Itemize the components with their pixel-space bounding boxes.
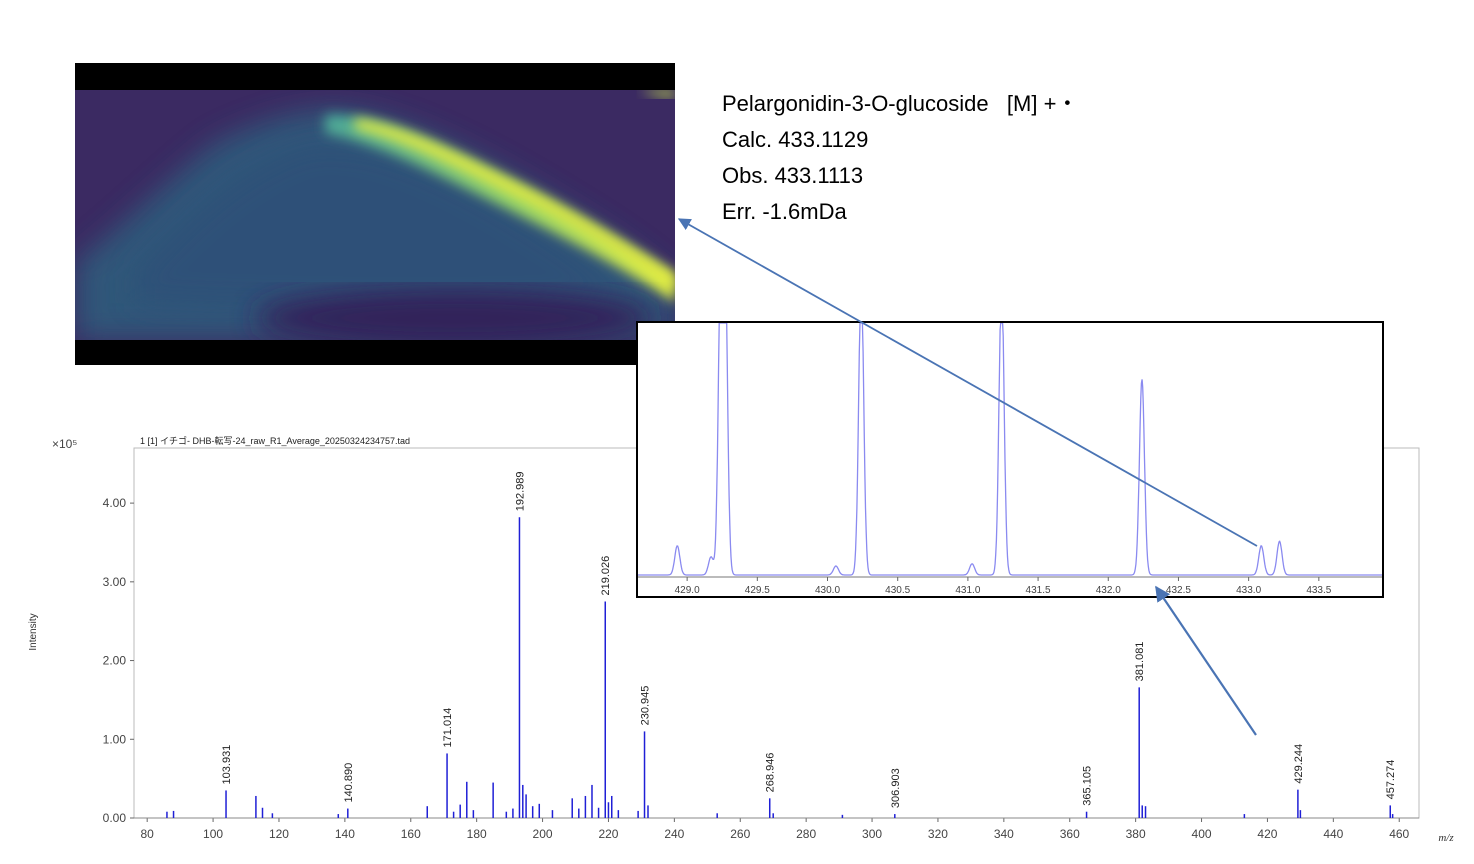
x-tick-label: 300 [862,827,882,841]
x-tick-label: 400 [1192,827,1212,841]
y-tick-label: 1.00 [103,732,127,746]
y-tick-label: 4.00 [103,496,127,510]
x-tick-label: 120 [269,827,289,841]
x-tick-label: 460 [1389,827,1409,841]
bottom-black-band [75,340,675,365]
x-tick-label: 140 [335,827,355,841]
inset-x-tick-label: 432.5 [1166,585,1191,596]
inset-x-tick-label: 430.5 [885,585,910,596]
zoom-inset-chart: 429.0 429.5 430.0 430.5 431.0 431.5 432.0 432.5… [638,322,1382,596]
x-tick-label: 380 [1126,827,1146,841]
x-tick-label: 160 [401,827,421,841]
zoom-inset: 429.0 429.5 430.0 430.5 431.0 431.5 432.0 432.5… [636,321,1384,598]
x-tick-label: 320 [928,827,948,841]
peak-label: 171.014 [442,708,454,748]
inset-x-tick-label: 430.0 [815,585,840,596]
inset-x-tick-label: 433.5 [1306,585,1331,596]
inset-x-tick-label: 433.0 [1236,585,1261,596]
top-black-band [75,63,675,90]
x-tick-label: 440 [1323,827,1343,841]
y-tick-label: 2.00 [103,654,127,668]
peak-label: 268.946 [765,753,777,793]
x-tick-label: 100 [203,827,223,841]
x-tick-label: 360 [1060,827,1080,841]
x-tick-label: 200 [533,827,553,841]
y-multiplier-label: ×10⁵ [52,437,77,451]
x-tick-label: 260 [730,827,750,841]
ms-imaging-heatmap [75,63,675,365]
observed-mass: Obs. 433.1113 [722,163,864,188]
x-tick-label: 340 [994,827,1014,841]
inset-x-tick-label: 431.0 [955,585,980,596]
y-tick-label: 3.00 [103,575,127,589]
y-tick-label: 0.00 [103,811,127,825]
y-axis-label: Intensity [28,613,39,650]
chart-title: 1 [1] イチゴ- DHB-転写-24_raw_R1_Average_2025… [140,435,410,446]
mass-error: Err. -1.6mDa [722,199,847,224]
corner-signal [640,90,675,98]
peak-label: 429.244 [1293,744,1305,784]
x-tick-label: 80 [140,827,154,841]
inset-x-tick-label: 432.0 [1096,585,1121,596]
x-tick-label: 420 [1257,827,1277,841]
peak-label: 306.903 [890,768,902,808]
x-tick-label: 180 [467,827,487,841]
peak-label: 365.105 [1082,766,1094,806]
calculated-mass: Calc. 433.1129 [722,127,869,152]
tissue-low-region [255,288,655,348]
peak-label: 192.989 [514,472,526,512]
tissue-edge-high-intensity [325,114,675,304]
peak-label: 381.081 [1134,642,1146,682]
compound-name: Pelargonidin-3-O-glucoside [M] +・ [722,91,1079,116]
x-tick-label: 280 [796,827,816,841]
inset-x-tick-label: 431.5 [1026,585,1051,596]
x-axis-label: m/z [1438,832,1454,844]
x-tick-label: 240 [664,827,684,841]
inset-x-tick-label: 429.5 [745,585,770,596]
peak-label: 219.026 [600,556,612,596]
peak-label: 457.274 [1385,760,1397,800]
tissue-edge-peak [355,118,675,291]
compound-annotation: Pelargonidin-3-O-glucoside [M] +・ Calc. … [722,86,1078,230]
inset-spectrum-trace [638,322,1382,576]
x-tick-label: 220 [598,827,618,841]
tissue-core [135,141,635,311]
peak-label: 103.931 [221,745,233,785]
peak-label: 230.945 [640,686,652,726]
inset-x-tick-label: 429.0 [675,585,700,596]
peak-label: 140.890 [343,763,355,803]
